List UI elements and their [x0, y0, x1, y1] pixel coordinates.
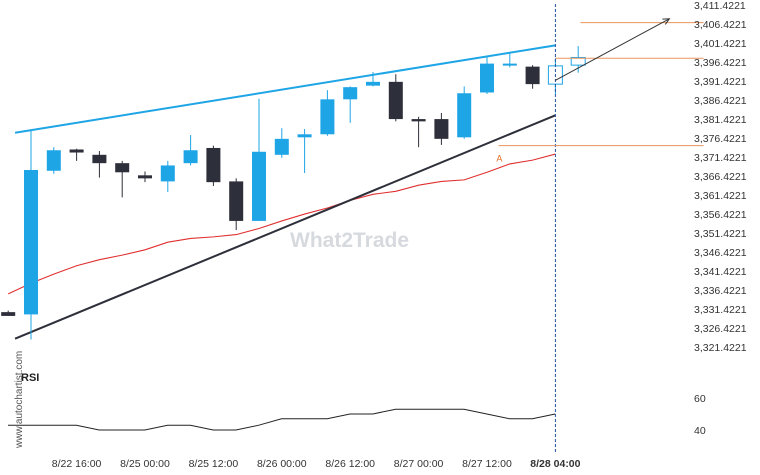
y-tick-label: 3,361.4221	[694, 190, 747, 202]
moving-average-line	[7, 153, 556, 295]
candle	[92, 151, 107, 178]
candle-body	[366, 81, 380, 86]
candle	[1, 310, 16, 316]
candle-body	[388, 81, 403, 120]
y-tick-label: 3,356.4221	[694, 209, 747, 221]
candle	[297, 128, 312, 174]
y-tick-label: 3,366.4221	[694, 171, 747, 183]
y-tick-label: 3,396.4221	[694, 57, 747, 69]
candle	[229, 178, 244, 231]
candle	[480, 56, 494, 95]
y-tick-label: 3,321.4221	[694, 342, 747, 354]
y-tick-label: 3,391.4221	[694, 76, 747, 88]
candle-body	[1, 312, 16, 316]
x-tick-label: 8/25 00:00	[120, 458, 170, 470]
x-tick-label: 8/22 16:00	[52, 458, 102, 470]
candle-body	[206, 147, 221, 183]
candle	[320, 90, 335, 136]
candle-body	[92, 154, 107, 164]
candle-body	[480, 63, 494, 93]
watermark-layer: What2Trade	[290, 229, 409, 252]
candle	[366, 71, 380, 87]
y-axis: 3,411.4221 3,406.4221 3,401.4221 3,396.4221…	[694, 0, 747, 354]
x-tick-label: 8/28 04:00	[530, 458, 580, 470]
x-tick-label: 8/25 12:00	[189, 458, 239, 470]
x-axis: 8/22 16:00 8/25 00:00 8/25 12:00 8/26 00:00…	[52, 458, 581, 470]
x-tick-label: 8/27 12:00	[462, 458, 512, 470]
support-trendline	[14, 114, 556, 340]
y-tick-label: 3,346.4221	[694, 247, 747, 259]
candle-body	[457, 93, 472, 138]
candle	[160, 160, 175, 193]
y-tick-label: 3,406.4221	[694, 19, 747, 31]
candle-body	[46, 150, 61, 171]
candle	[570, 46, 586, 73]
candle-body	[411, 119, 426, 122]
y-tick-label: 3,326.4221	[694, 323, 747, 335]
candle	[183, 135, 198, 166]
candle-body	[343, 87, 358, 100]
y-tick-label: 3,336.4221	[694, 285, 747, 297]
y-tick-label: 3,371.4221	[694, 152, 747, 164]
trendline-layer	[14, 44, 556, 340]
candle	[46, 147, 61, 174]
x-tick-label: 8/26 00:00	[257, 458, 307, 470]
candle-body	[138, 175, 152, 179]
candle	[138, 171, 152, 183]
candle	[388, 74, 403, 122]
rsi-panel: RSI 60 40	[8, 372, 706, 437]
candle-body	[320, 99, 335, 135]
candle-body	[434, 119, 449, 139]
pattern-marker-label: A	[496, 153, 502, 163]
candle	[252, 98, 266, 221]
rsi-tick-label: 60	[694, 393, 706, 405]
y-tick-label: 3,376.4221	[694, 133, 747, 145]
rsi-line	[8, 408, 556, 431]
candle-body	[297, 134, 312, 138]
candle-body	[252, 151, 266, 221]
candle	[457, 86, 472, 139]
projection-arrow-head	[662, 18, 671, 25]
candle-body	[570, 57, 586, 66]
side-watermark: www.autochartist.com	[14, 351, 25, 449]
y-tick-label: 3,386.4221	[694, 95, 747, 107]
candle-body	[24, 170, 38, 315]
rsi-tick-label: 40	[694, 425, 706, 437]
candle-body	[183, 150, 198, 164]
y-tick-label: 3,351.4221	[694, 228, 747, 240]
candle-body	[115, 163, 130, 173]
candle	[115, 160, 130, 198]
candle-body	[69, 149, 84, 153]
y-tick-label: 3,381.4221	[694, 114, 747, 126]
candle	[206, 145, 221, 186]
rsi-title: RSI	[21, 372, 39, 384]
candle	[343, 86, 358, 123]
candle	[24, 129, 38, 340]
candle-body	[229, 181, 244, 221]
projection-arrow-line	[555, 18, 670, 81]
y-tick-label: 3,331.4221	[694, 304, 747, 316]
x-tick-label: 8/27 00:00	[394, 458, 444, 470]
candle	[434, 113, 449, 145]
candle-body	[502, 63, 517, 66]
y-tick-label: 3,401.4221	[694, 38, 747, 50]
y-tick-label: 3,341.4221	[694, 266, 747, 278]
candle	[69, 148, 84, 161]
candle	[525, 65, 540, 89]
candle	[411, 116, 426, 148]
candle-body	[274, 138, 289, 155]
resistance-trendline	[14, 44, 556, 134]
candles-layer	[1, 46, 586, 340]
levels-layer: A	[496, 4, 704, 452]
candle-body	[525, 66, 540, 85]
moving-average-layer	[7, 153, 556, 295]
candle	[502, 52, 517, 68]
watermark-brand: What2Trade	[290, 229, 409, 252]
x-tick-label: 8/26 12:00	[325, 458, 375, 470]
candle	[274, 128, 289, 158]
candle-body	[160, 165, 175, 182]
y-tick-label: 3,411.4221	[694, 0, 746, 12]
